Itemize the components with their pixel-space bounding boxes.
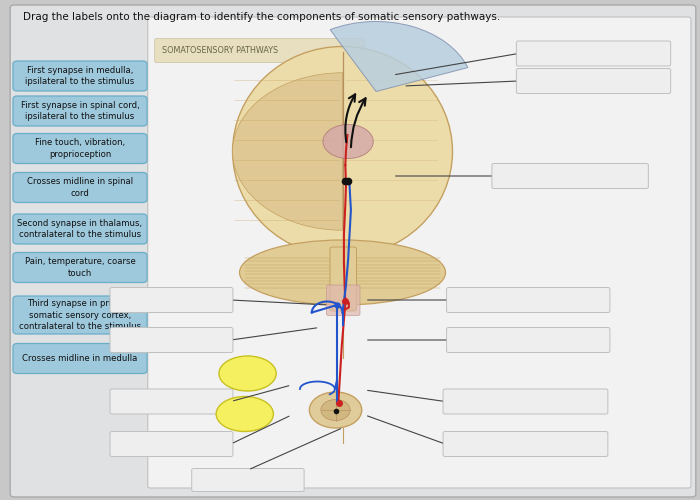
FancyBboxPatch shape <box>13 214 147 244</box>
FancyBboxPatch shape <box>110 328 233 352</box>
FancyBboxPatch shape <box>517 68 671 94</box>
Ellipse shape <box>239 240 445 305</box>
FancyBboxPatch shape <box>13 96 147 126</box>
Text: First synapse in spinal cord,
ipsilateral to the stimulus: First synapse in spinal cord, ipsilatera… <box>20 101 139 121</box>
Text: Crosses midline in medulla: Crosses midline in medulla <box>22 354 138 363</box>
FancyBboxPatch shape <box>192 468 304 491</box>
Text: Pain, temperature, coarse
touch: Pain, temperature, coarse touch <box>25 258 135 278</box>
Wedge shape <box>330 22 468 92</box>
Text: Second synapse in thalamus,
contralateral to the stimulus: Second synapse in thalamus, contralatera… <box>18 219 143 239</box>
FancyBboxPatch shape <box>13 61 147 91</box>
FancyBboxPatch shape <box>13 172 147 203</box>
FancyBboxPatch shape <box>443 432 608 456</box>
Text: Fine touch, vibration,
proprioception: Fine touch, vibration, proprioception <box>35 138 125 158</box>
Ellipse shape <box>321 400 350 420</box>
FancyBboxPatch shape <box>326 285 360 316</box>
FancyBboxPatch shape <box>155 38 365 62</box>
FancyBboxPatch shape <box>330 247 356 311</box>
Ellipse shape <box>216 396 274 432</box>
FancyBboxPatch shape <box>13 134 147 164</box>
FancyBboxPatch shape <box>10 5 696 497</box>
FancyBboxPatch shape <box>13 252 147 282</box>
FancyBboxPatch shape <box>447 288 610 312</box>
Ellipse shape <box>309 392 362 428</box>
Text: First synapse in medulla,
ipsilateral to the stimulus: First synapse in medulla, ipsilateral to… <box>25 66 134 86</box>
FancyBboxPatch shape <box>492 164 648 188</box>
FancyBboxPatch shape <box>13 296 147 334</box>
FancyBboxPatch shape <box>443 389 608 414</box>
Ellipse shape <box>323 124 373 158</box>
Text: Drag the labels onto the diagram to identify the components of somatic sensory p: Drag the labels onto the diagram to iden… <box>22 12 500 22</box>
FancyBboxPatch shape <box>110 288 233 312</box>
Text: SOMATOSENSORY PATHWAYS: SOMATOSENSORY PATHWAYS <box>162 46 279 55</box>
Wedge shape <box>232 72 342 230</box>
FancyBboxPatch shape <box>13 344 147 374</box>
FancyBboxPatch shape <box>110 389 233 414</box>
Ellipse shape <box>232 46 452 256</box>
Ellipse shape <box>219 356 276 391</box>
Text: Crosses midline in spinal
cord: Crosses midline in spinal cord <box>27 178 133 198</box>
FancyBboxPatch shape <box>447 328 610 352</box>
FancyBboxPatch shape <box>148 17 691 488</box>
Text: Third synapse in primary
somatic sensory cortex,
contralateral to the stimulus: Third synapse in primary somatic sensory… <box>19 300 141 330</box>
FancyBboxPatch shape <box>110 432 233 456</box>
FancyBboxPatch shape <box>517 41 671 66</box>
